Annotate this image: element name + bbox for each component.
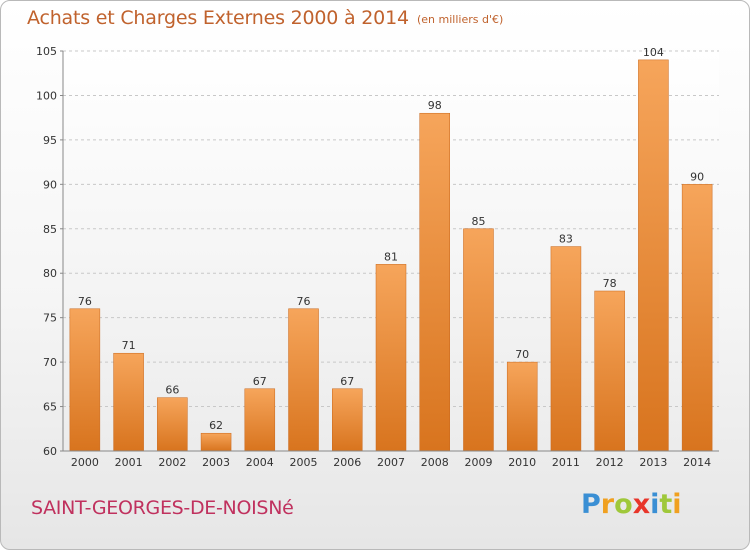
x-tick-label: 2008 — [421, 456, 449, 469]
bar-layer — [69, 59, 713, 452]
bar-2008 — [419, 112, 450, 452]
commune-name: SAINT-GEORGES-DE-NOISNé — [31, 497, 294, 519]
bar-2001 — [113, 352, 144, 452]
bar-2002 — [157, 397, 188, 452]
x-tick-label: 2001 — [115, 456, 143, 469]
data-label: 76 — [78, 295, 92, 308]
bar-2000 — [69, 308, 101, 452]
data-label: 78 — [603, 277, 617, 290]
bar-2009 — [463, 228, 494, 452]
logo-letter: P — [581, 489, 601, 520]
data-label: 71 — [122, 339, 136, 352]
y-tick-label: 90 — [43, 178, 57, 191]
bar-2006 — [332, 388, 363, 452]
data-label: 81 — [384, 250, 398, 263]
data-label: 90 — [690, 170, 704, 183]
bar-2005 — [288, 308, 319, 452]
bar-2010 — [506, 361, 538, 452]
data-label: 83 — [559, 233, 573, 246]
x-tick-label: 2002 — [158, 456, 186, 469]
data-label: 85 — [471, 215, 485, 228]
x-tick-label: 2006 — [333, 456, 361, 469]
bar-2003 — [200, 432, 232, 452]
y-tick-label: 60 — [43, 445, 57, 458]
x-tick-label: 2005 — [290, 456, 318, 469]
x-tick-label: 2000 — [71, 456, 99, 469]
logo-letter: t — [659, 489, 673, 520]
y-tick-label: 75 — [43, 312, 57, 325]
x-tick-label: 2013 — [639, 456, 667, 469]
data-label: 98 — [428, 99, 442, 112]
data-label: 66 — [165, 384, 179, 397]
chart-title: Achats et Charges Externes 2000 à 2014 — [27, 7, 409, 29]
data-label: 62 — [209, 419, 223, 432]
bar-2014 — [681, 184, 713, 452]
x-tick-label: 2012 — [596, 456, 624, 469]
bar-2012 — [594, 290, 625, 452]
x-tick-label: 2009 — [464, 456, 492, 469]
bar-2004 — [244, 388, 276, 452]
logo-letter: i — [650, 489, 660, 520]
x-tick-label: 2014 — [683, 456, 711, 469]
y-tick-label: 80 — [43, 267, 57, 280]
data-label: 104 — [643, 46, 664, 59]
y-tick-label: 85 — [43, 223, 57, 236]
data-label: 70 — [515, 348, 529, 361]
logo-letter: i — [672, 489, 682, 520]
y-tick-label: 65 — [43, 401, 57, 414]
x-tick-label: 2010 — [508, 456, 536, 469]
y-tick-label: 70 — [43, 356, 57, 369]
proxiti-logo: Proxiti — [581, 489, 682, 520]
x-tick-label: 2011 — [552, 456, 580, 469]
y-tick-label: 100 — [36, 89, 57, 102]
logo-letter: r — [600, 489, 615, 520]
data-label: 76 — [297, 295, 311, 308]
bar-2013 — [638, 59, 669, 452]
y-tick-label: 105 — [36, 45, 57, 58]
x-tick-label: 2007 — [377, 456, 405, 469]
logo-letter: o — [614, 489, 633, 520]
x-tick-label: 2004 — [246, 456, 274, 469]
bar-2011 — [550, 246, 582, 452]
y-tick-label: 95 — [43, 134, 57, 147]
chart-subtitle: (en milliers d'€) — [417, 13, 504, 26]
data-label: 67 — [253, 375, 267, 388]
bar-2007 — [375, 264, 407, 452]
x-tick-label: 2003 — [202, 456, 230, 469]
data-label: 67 — [340, 375, 354, 388]
axis-layer: 60 65 70 75 80 85 90 95 100 105 76 2000 71 2001 66 2002… — [36, 45, 719, 469]
logo-letter: x — [632, 489, 651, 520]
